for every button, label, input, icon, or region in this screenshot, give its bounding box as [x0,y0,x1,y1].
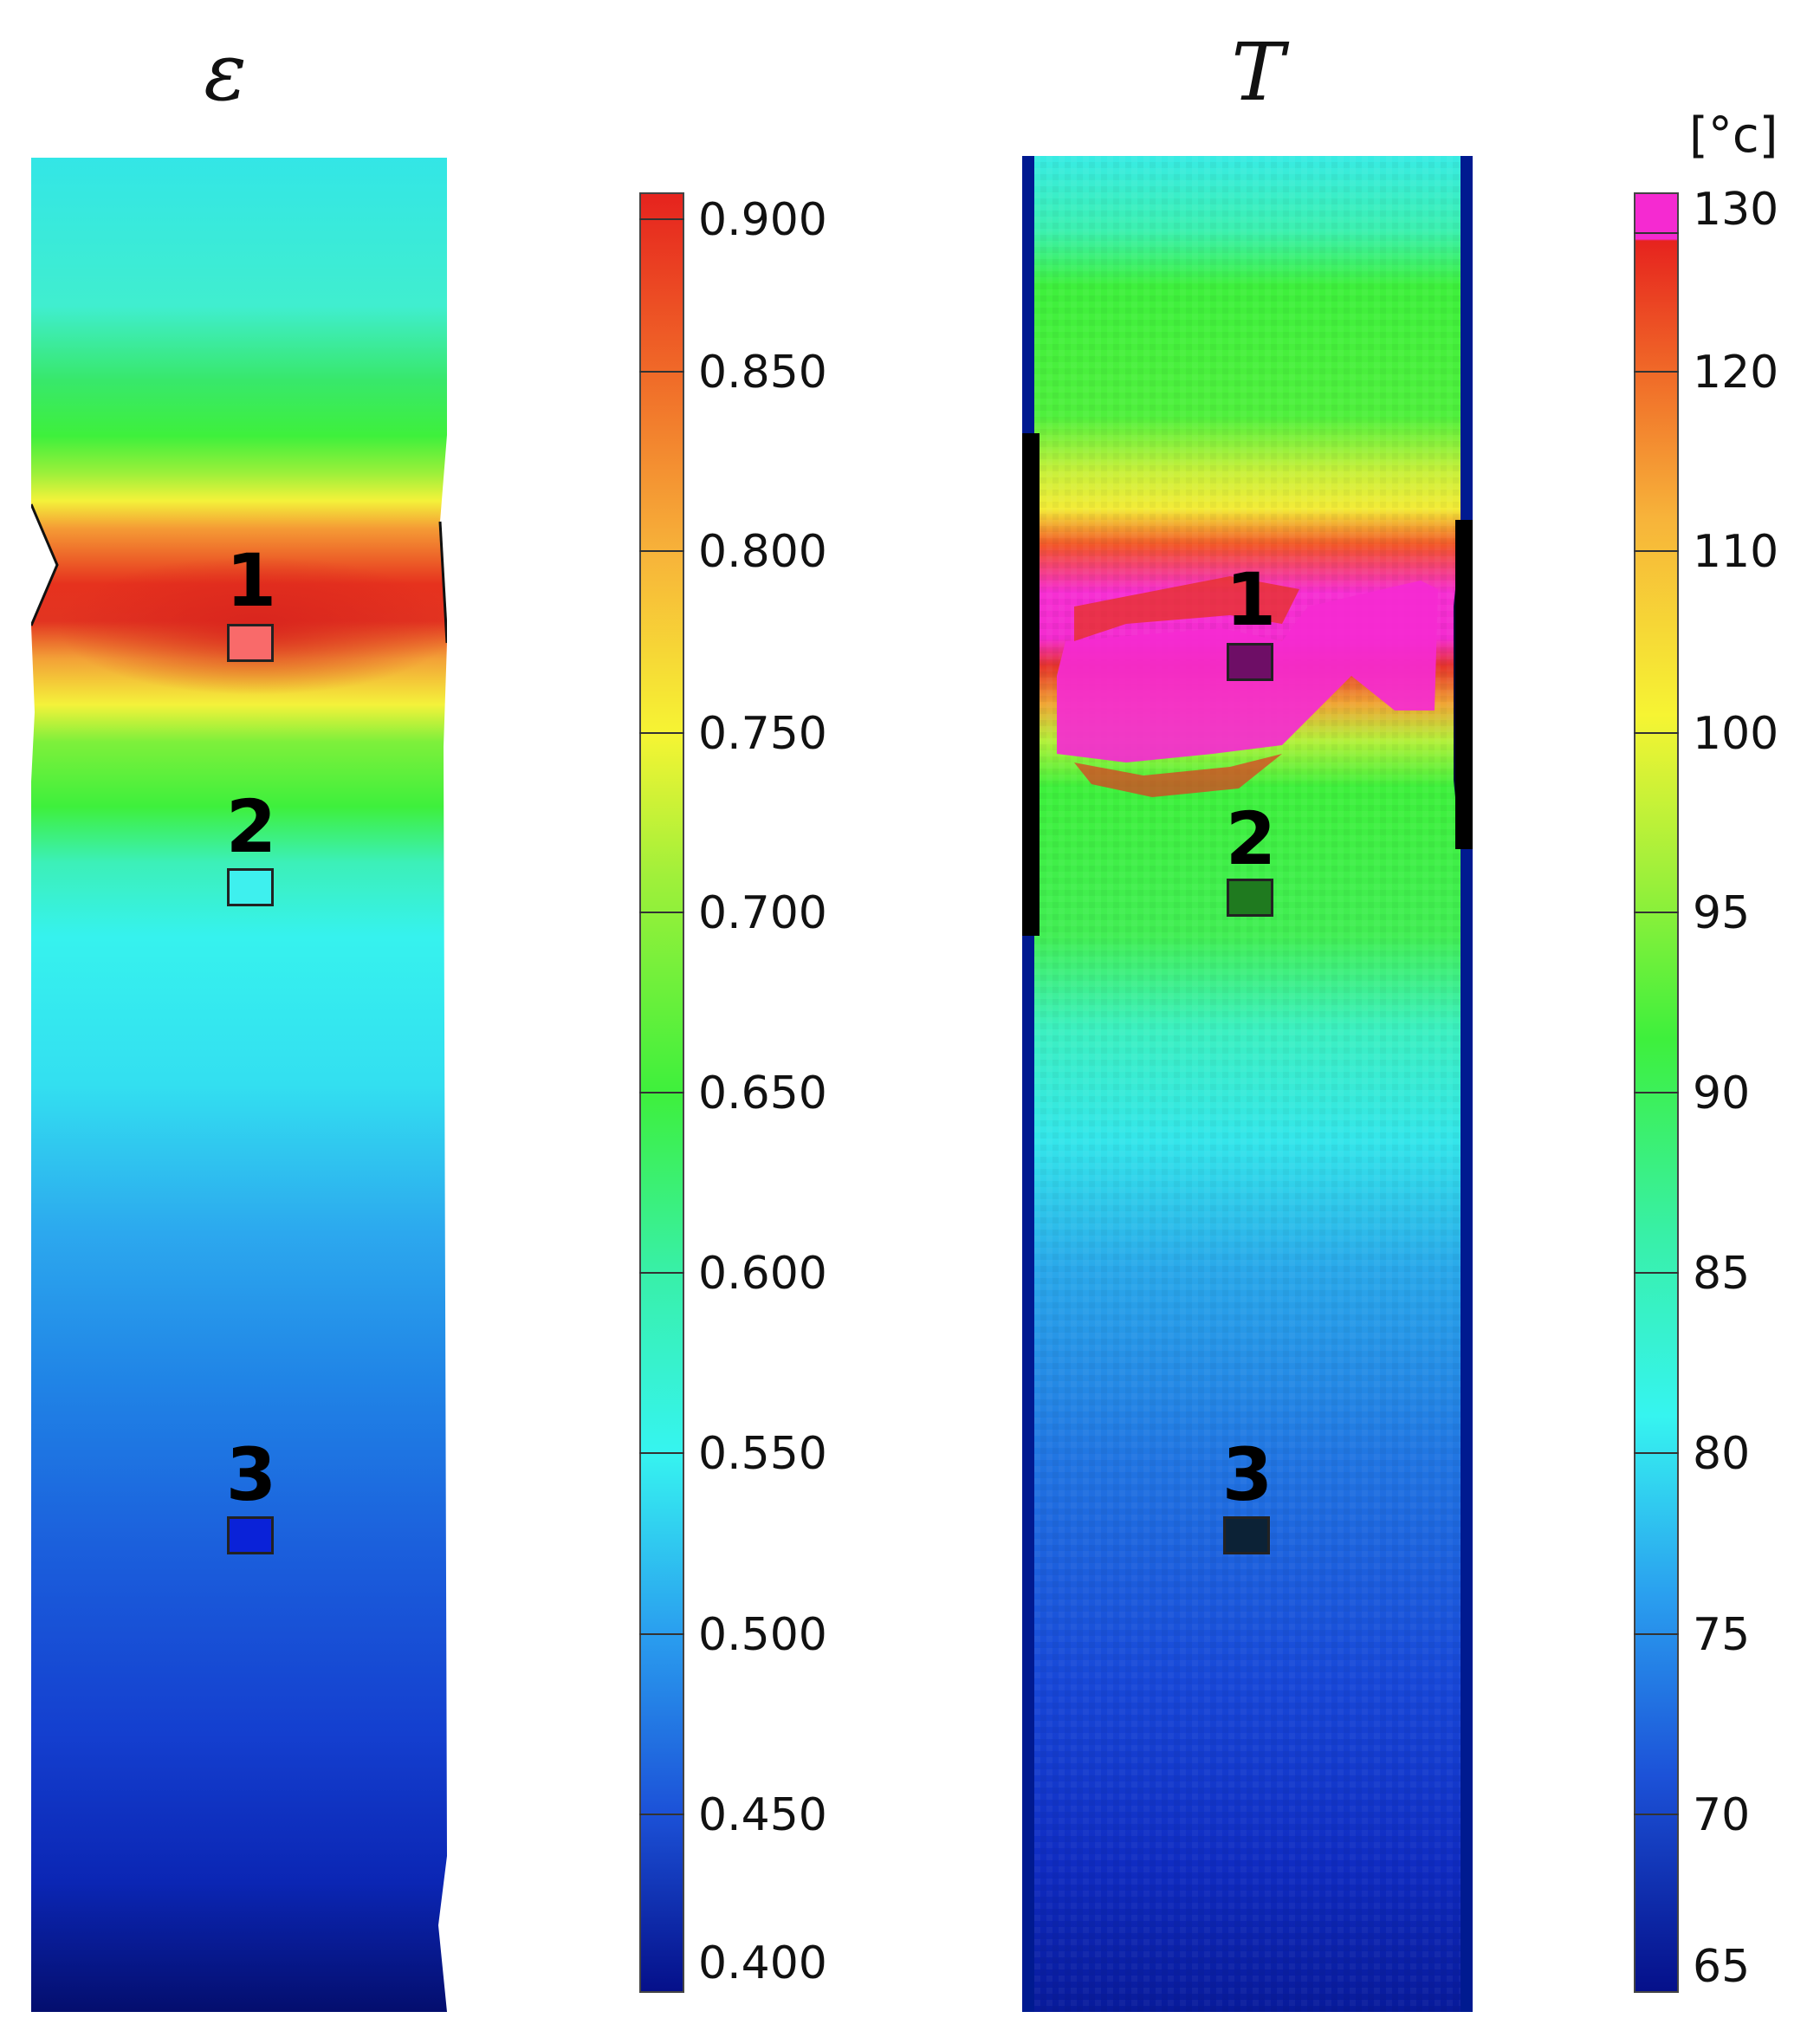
strain-tick-label-10: 0.400 [698,1937,827,1989]
temperature-marker-3-label: 3 [1221,1432,1273,1517]
strain-tick-label-5: 0.650 [698,1067,827,1119]
temperature-tick-label-8: 75 [1693,1609,1751,1661]
temperature-tick-label-5: 90 [1693,1067,1751,1119]
temperature-tick-label-6: 85 [1693,1248,1751,1300]
temperature-tick-0 [1634,232,1679,234]
temperature-marker-1-box [1227,643,1273,681]
strain-marker-3-label: 3 [225,1432,277,1517]
strain-tick-label-6: 0.600 [698,1248,827,1300]
temperature-tick-5 [1634,1092,1679,1093]
temperature-field-map [1022,156,1473,2012]
strain-field-map [31,158,447,2012]
strain-tick-label-9: 0.450 [698,1789,827,1841]
temperature-marker-1-label: 1 [1225,557,1277,642]
temperature-tick-label-1: 120 [1693,347,1779,399]
temperature-tick-1 [1634,371,1679,373]
strain-tick-9 [639,1814,684,1815]
strain-tick-5 [639,1092,684,1093]
temperature-tick-8 [1634,1633,1679,1635]
temperature-tick-label-2: 110 [1693,526,1779,578]
temperature-tick-3 [1634,732,1679,734]
strain-tick-6 [639,1272,684,1274]
strain-tick-label-7: 0.550 [698,1428,827,1480]
temperature-marker-3-box [1223,1516,1270,1554]
temperature-tick-label-9: 70 [1693,1789,1751,1841]
strain-tick-4 [639,912,684,913]
strain-tick-label-1: 0.850 [698,347,827,399]
strain-marker-2-label: 2 [225,784,277,869]
strain-panel-title: ε [204,26,247,119]
temperature-unit-label: [°c] [1689,107,1778,164]
temperature-tick-9 [1634,1814,1679,1815]
temperature-tick-label-7: 80 [1693,1428,1751,1480]
temperature-tick-7 [1634,1452,1679,1454]
temperature-tick-2 [1634,550,1679,552]
strain-tick-label-3: 0.750 [698,708,827,760]
temperature-marker-2-box [1227,879,1273,917]
strain-marker-3-box [227,1516,274,1554]
strain-tick-8 [639,1633,684,1635]
temperature-tick-label-10: 65 [1693,1941,1751,1993]
temperature-tick-label-4: 95 [1693,887,1751,939]
strain-tick-0 [639,218,684,220]
temperature-tick-label-0: 130 [1693,184,1779,236]
temperature-tick-6 [1634,1272,1679,1274]
temperature-tick-4 [1634,912,1679,913]
strain-tick-label-4: 0.700 [698,887,827,939]
strain-marker-1-label: 1 [225,538,277,623]
strain-marker-2-box [227,868,274,906]
temperature-marker-2-label: 2 [1225,796,1277,881]
strain-tick-2 [639,550,684,552]
strain-tick-3 [639,732,684,734]
strain-tick-label-0: 0.900 [698,194,827,246]
temperature-tick-label-3: 100 [1693,708,1779,760]
strain-tick-7 [639,1452,684,1454]
temperature-panel-title: T [1231,26,1285,119]
strain-tick-1 [639,371,684,373]
strain-tick-label-2: 0.800 [698,526,827,578]
strain-marker-1-box [227,624,274,662]
strain-tick-label-8: 0.500 [698,1609,827,1661]
